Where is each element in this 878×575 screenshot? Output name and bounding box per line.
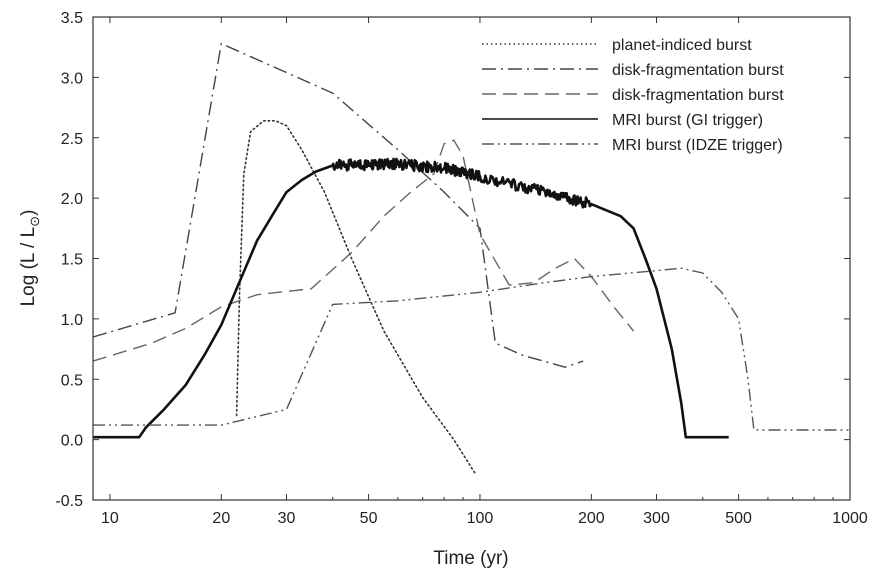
y-tick-label: -0.5: [55, 493, 83, 510]
x-tick-label: 30: [278, 510, 296, 527]
y-axis-title: Log (L / L⊙): [18, 210, 42, 307]
x-tick-label: 10: [101, 510, 119, 527]
x-axis-title: Time (yr): [433, 548, 508, 569]
legend: planet-indiced burst disk-fragmentation b…: [482, 37, 784, 154]
y-tick-label: 1.5: [61, 252, 83, 269]
legend-label-5: MRI burst (IDZE trigger): [612, 137, 783, 154]
y-tick-label: 1.0: [61, 312, 83, 329]
legend-label-1: planet-indiced burst: [612, 37, 752, 54]
plot-lines: [92, 42, 850, 475]
x-tick-label: 20: [212, 510, 230, 527]
y-tick-label: 2.0: [61, 191, 83, 208]
y-tick-label: 3.0: [61, 70, 83, 87]
y-axis-title-main: Log (L / L: [18, 227, 39, 307]
series-line-5: [93, 267, 850, 431]
y-axis-title-sub: ⊙: [27, 216, 42, 227]
y-tick-label: 0.5: [61, 372, 83, 389]
plot-frame: [92, 16, 851, 501]
series-line-3: [92, 139, 635, 362]
y-tick-label: 2.5: [61, 131, 83, 148]
y-axis-title-close: ): [18, 210, 39, 216]
series-line-1: [235, 120, 476, 475]
legend-label-2: disk-fragmentation burst: [612, 62, 784, 79]
y-tick-label: 3.5: [61, 10, 83, 27]
x-tick-label: 200: [578, 510, 605, 527]
axes: 10 20 30 50 100 200 300 500 1000 -0.5 0.0 0.5 1.0 1.5…: [55, 10, 867, 527]
legend-label-3: disk-fragmentation burst: [612, 87, 784, 104]
x-tick-label: 50: [360, 510, 378, 527]
x-tick-label: 500: [725, 510, 752, 527]
series-line-2: [92, 42, 584, 368]
x-tick-label: 1000: [832, 510, 868, 527]
y-tick-label: 0.0: [61, 433, 83, 450]
legend-label-4: MRI burst (GI trigger): [612, 112, 763, 129]
x-tick-label: 100: [467, 510, 494, 527]
x-tick-label: 300: [643, 510, 670, 527]
series-line-4: [93, 157, 729, 439]
